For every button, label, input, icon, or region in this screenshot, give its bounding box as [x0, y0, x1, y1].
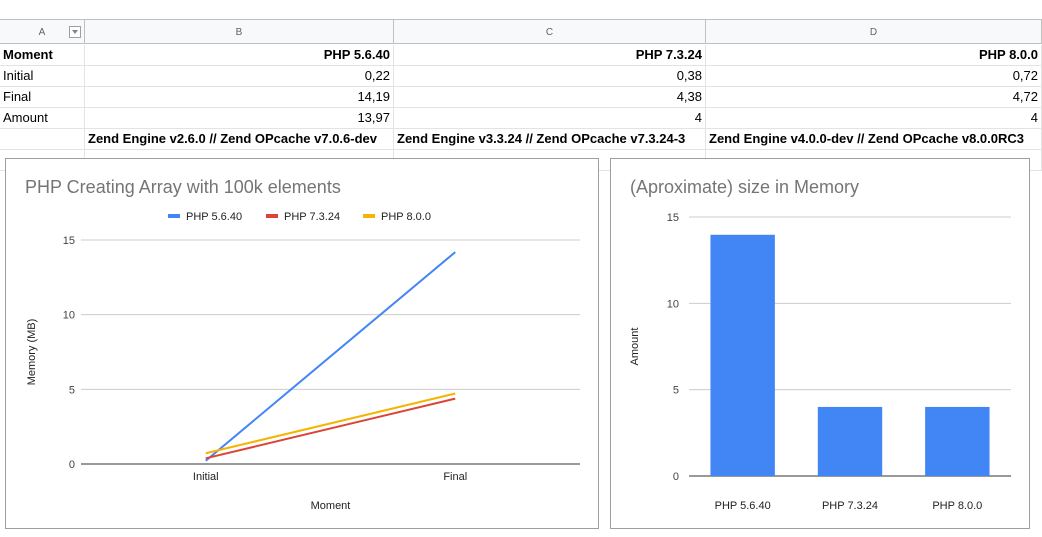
legend-swatch: [168, 214, 180, 218]
legend-label: PHP 8.0.0: [381, 211, 431, 223]
column-header-label: B: [235, 26, 243, 38]
bar-chart-plot: 0 5 10 15 PHP 5.6.40 PHP 7.3.24 PHP 8.0.0 Amoun…: [629, 212, 1011, 512]
cell-a5[interactable]: [0, 129, 85, 150]
x-tick-label: PHP 5.6.40: [715, 500, 771, 512]
bar-chart[interactable]: (Aproximate) size in Memory 0 5 10 15 PHP 5.…: [610, 158, 1030, 529]
x-tick-label: PHP 7.3.24: [822, 500, 878, 512]
y-tick-label: 15: [667, 212, 679, 224]
cell-b1[interactable]: PHP 5.6.40: [85, 45, 394, 66]
cell-a2[interactable]: Initial: [0, 66, 85, 87]
cell-c5[interactable]: Zend Engine v3.3.24 // Zend OPcache v7.3…: [394, 129, 706, 150]
column-header-c[interactable]: C: [394, 20, 706, 44]
legend-label: PHP 5.6.40: [186, 211, 242, 223]
series-line: [205, 392, 456, 455]
cell-b3[interactable]: 14,19: [85, 87, 394, 108]
cell-d4[interactable]: 4: [706, 108, 1042, 129]
series-line: [205, 251, 456, 462]
y-tick-label: 10: [63, 310, 75, 322]
y-tick-label: 15: [63, 235, 75, 247]
x-axis-label: Moment: [311, 500, 351, 512]
line-chart[interactable]: PHP Creating Array with 100k elements 0 5…: [5, 158, 599, 529]
y-tick-label: 10: [667, 298, 679, 310]
column-header-a[interactable]: A: [0, 20, 85, 44]
filter-dropdown-icon[interactable]: [69, 26, 81, 38]
cell-a1[interactable]: Moment: [0, 45, 85, 66]
legend-swatch: [363, 214, 375, 218]
bar: [925, 406, 990, 476]
bar: [817, 406, 883, 476]
column-header-label: C: [545, 26, 554, 38]
y-axis-label: Memory (MB): [26, 319, 38, 386]
column-header-label: A: [38, 26, 46, 38]
legend-swatch: [266, 214, 278, 218]
series-line: [205, 397, 456, 460]
x-tick-label: Final: [443, 471, 467, 483]
cell-b2[interactable]: 0,22: [85, 66, 394, 87]
cell-a4[interactable]: Amount: [0, 108, 85, 129]
y-axis-label: Amount: [629, 328, 641, 366]
legend-label: PHP 7.3.24: [284, 211, 340, 223]
cell-d5[interactable]: Zend Engine v4.0.0-dev // Zend OPcache v…: [706, 129, 1042, 150]
cell-a3[interactable]: Final: [0, 87, 85, 108]
y-tick-label: 5: [69, 384, 75, 396]
bar-chart-title: (Aproximate) size in Memory: [630, 177, 860, 197]
bar: [710, 234, 775, 476]
column-header-label: D: [869, 26, 878, 38]
column-header-b[interactable]: B: [85, 20, 394, 44]
cell-b4[interactable]: 13,97: [85, 108, 394, 129]
cell-c4[interactable]: 4: [394, 108, 706, 129]
column-header-row: A B C D: [0, 19, 1042, 44]
cell-b5[interactable]: Zend Engine v2.6.0 // Zend OPcache v7.0.…: [85, 129, 394, 150]
column-header-d[interactable]: D: [706, 20, 1042, 44]
x-tick-label: Initial: [193, 471, 219, 483]
line-chart-plot: 0 5 10 15 Initial Final Moment Memory (MB) PHP 5…: [26, 211, 580, 512]
cell-c2[interactable]: 0,38: [394, 66, 706, 87]
cell-c1[interactable]: PHP 7.3.24: [394, 45, 706, 66]
cell-d2[interactable]: 0,72: [706, 66, 1042, 87]
line-chart-title: PHP Creating Array with 100k elements: [25, 177, 341, 197]
cell-d3[interactable]: 4,72: [706, 87, 1042, 108]
y-tick-label: 5: [673, 385, 679, 397]
cell-d1[interactable]: PHP 8.0.0: [706, 45, 1042, 66]
y-tick-label: 0: [69, 459, 75, 471]
x-tick-label: PHP 8.0.0: [932, 500, 982, 512]
cell-c3[interactable]: 4,38: [394, 87, 706, 108]
y-tick-label: 0: [673, 471, 679, 483]
